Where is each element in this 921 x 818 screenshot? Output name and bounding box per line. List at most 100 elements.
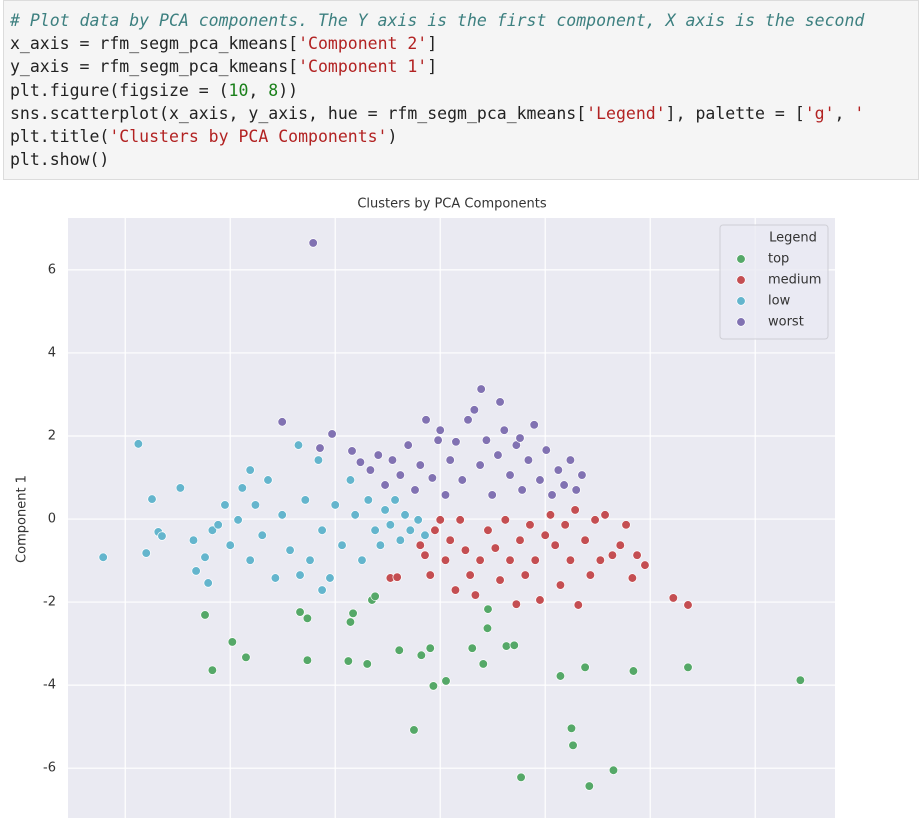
point bbox=[395, 535, 405, 545]
point bbox=[345, 617, 356, 627]
point bbox=[373, 450, 383, 460]
code-text: , bbox=[248, 80, 269, 100]
point bbox=[413, 515, 423, 525]
point bbox=[499, 425, 509, 435]
point bbox=[213, 520, 223, 530]
code-line: # Plot data by PCA components. The Y axi… bbox=[10, 9, 918, 32]
plot-area bbox=[68, 218, 835, 818]
code-text: plt.title( bbox=[10, 127, 110, 147]
code-cell[interactable]: # Plot data by PCA components. The Y axi… bbox=[3, 0, 919, 180]
point bbox=[440, 490, 451, 500]
point bbox=[277, 510, 287, 520]
code-line: sns.scatterplot(x_axis, y_axis, hue = rf… bbox=[10, 102, 918, 125]
point bbox=[425, 570, 435, 580]
code-number: 10 bbox=[228, 80, 249, 100]
point bbox=[451, 437, 461, 447]
y-tick-label: 0 bbox=[48, 512, 56, 527]
point bbox=[380, 505, 390, 515]
point bbox=[225, 540, 235, 550]
point bbox=[559, 480, 569, 490]
point bbox=[600, 510, 610, 520]
y-tick-label: -4 bbox=[43, 678, 56, 693]
point bbox=[607, 550, 618, 560]
point bbox=[133, 439, 143, 449]
point bbox=[505, 555, 515, 565]
code-number: 8 bbox=[268, 80, 279, 100]
point bbox=[550, 540, 560, 550]
point bbox=[511, 599, 521, 609]
point bbox=[457, 475, 467, 485]
point bbox=[483, 604, 493, 614]
point bbox=[441, 676, 451, 686]
legend-label: worst bbox=[768, 315, 804, 330]
point bbox=[475, 460, 485, 470]
point bbox=[495, 575, 505, 585]
code-string: 'Clusters by PCA Components' bbox=[109, 127, 388, 147]
point bbox=[615, 540, 625, 550]
point bbox=[207, 525, 218, 535]
legend-label: medium bbox=[768, 273, 821, 288]
point bbox=[516, 772, 526, 782]
point bbox=[357, 555, 367, 565]
point bbox=[540, 530, 550, 540]
legend-box bbox=[719, 224, 829, 340]
point bbox=[308, 238, 318, 248]
legend-marker bbox=[736, 275, 746, 285]
point bbox=[188, 535, 199, 545]
point bbox=[640, 560, 650, 570]
point bbox=[530, 555, 540, 565]
point bbox=[632, 550, 642, 560]
point bbox=[250, 500, 261, 510]
point bbox=[394, 645, 404, 655]
point bbox=[420, 530, 430, 540]
point bbox=[203, 578, 213, 588]
point bbox=[315, 443, 325, 453]
point bbox=[509, 640, 519, 650]
code-line: plt.title('Clusters by PCA Components') bbox=[10, 125, 918, 148]
y-tick-label: 2 bbox=[48, 428, 56, 443]
point bbox=[500, 515, 510, 525]
code-text: ] bbox=[427, 34, 438, 54]
y-tick-label: 6 bbox=[48, 262, 56, 277]
point bbox=[285, 545, 295, 555]
point bbox=[220, 500, 230, 510]
y-tick-label: -2 bbox=[43, 595, 56, 610]
point bbox=[175, 483, 185, 493]
point bbox=[590, 515, 600, 525]
point bbox=[245, 465, 255, 475]
point bbox=[568, 740, 578, 750]
point bbox=[405, 525, 415, 535]
code-text: )) bbox=[278, 80, 299, 100]
point bbox=[475, 555, 485, 565]
legend-title: Legend bbox=[769, 231, 817, 246]
point bbox=[245, 555, 255, 565]
code-text: plt.show() bbox=[10, 150, 110, 170]
point bbox=[348, 608, 358, 618]
point bbox=[566, 723, 577, 733]
point bbox=[421, 415, 431, 425]
point bbox=[495, 397, 505, 407]
point bbox=[435, 425, 445, 435]
series-points bbox=[277, 238, 587, 500]
point bbox=[490, 543, 500, 553]
point bbox=[580, 535, 590, 545]
point bbox=[483, 525, 493, 535]
point bbox=[478, 659, 488, 669]
point bbox=[416, 650, 426, 660]
point bbox=[343, 656, 353, 666]
point bbox=[270, 573, 281, 583]
point bbox=[545, 510, 556, 520]
point bbox=[627, 573, 638, 583]
series-points bbox=[200, 591, 806, 791]
point bbox=[141, 548, 151, 558]
point bbox=[380, 480, 390, 490]
point bbox=[200, 552, 210, 562]
point bbox=[295, 607, 305, 617]
point bbox=[415, 460, 425, 470]
point bbox=[560, 520, 570, 530]
point bbox=[257, 530, 267, 540]
point bbox=[585, 570, 596, 580]
point bbox=[476, 384, 486, 394]
point bbox=[362, 659, 372, 669]
point bbox=[450, 585, 461, 595]
